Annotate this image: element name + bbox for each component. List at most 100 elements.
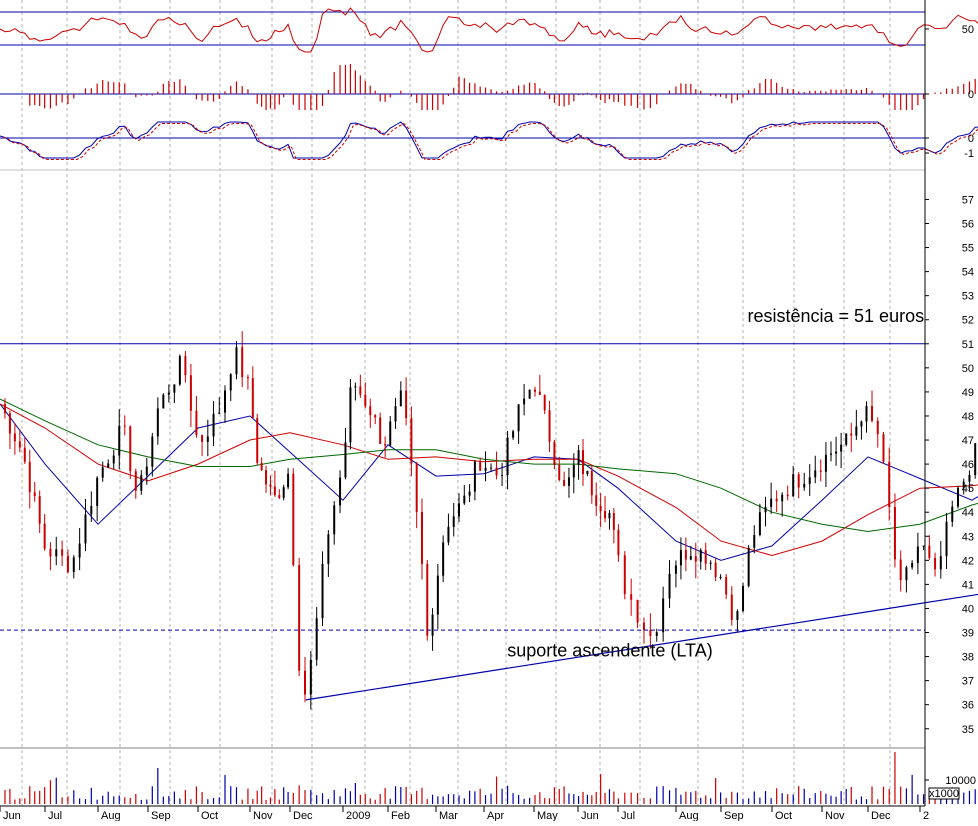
volume-bar bbox=[179, 798, 180, 804]
histogram-bar bbox=[157, 92, 158, 94]
volume-bar bbox=[830, 796, 831, 804]
histogram-bar bbox=[385, 94, 386, 102]
histogram-bar bbox=[549, 94, 550, 99]
histogram-bar bbox=[700, 91, 701, 94]
volume-bar bbox=[507, 786, 508, 804]
volume-bar bbox=[380, 794, 381, 804]
candle-down bbox=[278, 495, 280, 498]
candle-up bbox=[835, 452, 837, 454]
volume-bar bbox=[29, 786, 30, 804]
histogram-bar bbox=[416, 94, 417, 103]
candle-down bbox=[201, 435, 203, 442]
volume-bar bbox=[609, 789, 610, 804]
price-tick-label: 45 bbox=[962, 483, 974, 495]
candle-down bbox=[241, 347, 243, 377]
candle-up bbox=[840, 445, 842, 452]
price-tick-label: 55 bbox=[962, 243, 974, 255]
histogram-bar bbox=[224, 91, 225, 94]
candle-up bbox=[118, 426, 120, 456]
volume-bar bbox=[742, 799, 743, 804]
histogram-bar bbox=[380, 94, 381, 102]
histogram-bar bbox=[328, 90, 329, 94]
volume-bar bbox=[416, 791, 417, 804]
reference-lines bbox=[0, 344, 978, 700]
candle-up bbox=[102, 467, 104, 477]
candle-up bbox=[680, 550, 682, 565]
histogram-bar bbox=[923, 94, 924, 99]
candle-up bbox=[518, 404, 520, 431]
candle-up bbox=[770, 499, 772, 507]
volume-bar bbox=[163, 797, 164, 804]
volume-bar bbox=[861, 796, 862, 804]
histogram-bar bbox=[685, 84, 686, 94]
candle-up bbox=[400, 391, 402, 407]
volume-bar bbox=[474, 791, 475, 804]
oscillator-tick-label: -1 bbox=[964, 148, 974, 160]
candle-down bbox=[928, 546, 930, 558]
volume-bar bbox=[196, 786, 197, 804]
volume-bar bbox=[316, 795, 317, 804]
volume-bar bbox=[690, 792, 691, 804]
volume-bar bbox=[185, 790, 186, 804]
volume-bar bbox=[469, 791, 470, 804]
volume-bar bbox=[631, 793, 632, 804]
candle-down bbox=[265, 470, 267, 484]
histogram-bar bbox=[490, 89, 491, 94]
candle-down bbox=[643, 623, 645, 630]
histogram-bar bbox=[56, 94, 57, 106]
candle-down bbox=[416, 463, 418, 512]
candle-up bbox=[235, 347, 237, 374]
volume-bar bbox=[877, 799, 878, 804]
candle-up bbox=[73, 557, 75, 572]
volume-bar bbox=[265, 800, 266, 804]
volume-bar bbox=[650, 798, 651, 804]
volume-bar bbox=[485, 795, 486, 804]
price-tick-label: 57 bbox=[962, 194, 974, 206]
volume-bar bbox=[820, 791, 821, 804]
candle-up bbox=[79, 544, 81, 558]
price-tick-label: 43 bbox=[962, 531, 974, 543]
x-tick-label: Sep bbox=[724, 810, 744, 821]
histogram-bar bbox=[79, 93, 80, 94]
candle-down bbox=[715, 563, 717, 577]
volume-bar bbox=[600, 774, 601, 804]
histogram-bar bbox=[113, 82, 114, 94]
volume-bar bbox=[108, 792, 109, 804]
volume-bar bbox=[643, 798, 644, 804]
volume-bar bbox=[458, 795, 459, 804]
x-tick-label: Nov bbox=[253, 810, 273, 821]
candle-down bbox=[44, 524, 46, 549]
histogram-bar bbox=[841, 90, 842, 94]
histogram-bar bbox=[946, 89, 947, 94]
volume-bar bbox=[293, 793, 294, 804]
candle-up bbox=[586, 471, 588, 474]
candle-down bbox=[604, 511, 606, 518]
histogram-bar bbox=[252, 94, 253, 95]
volume-bar bbox=[390, 799, 391, 804]
candle-down bbox=[553, 442, 555, 465]
volume-bar bbox=[835, 797, 836, 804]
volume-bar bbox=[578, 796, 579, 804]
candle-up bbox=[957, 488, 959, 507]
candle-down bbox=[731, 594, 733, 620]
candle-down bbox=[705, 550, 707, 564]
histogram-bar bbox=[257, 94, 258, 104]
histogram-bar bbox=[539, 88, 540, 94]
candle-down bbox=[67, 556, 69, 572]
histogram-bar bbox=[720, 94, 721, 97]
histogram-bar bbox=[731, 94, 732, 103]
candle-down bbox=[124, 426, 126, 427]
volume-bar bbox=[573, 794, 574, 804]
volume-bar bbox=[613, 792, 614, 804]
histogram-bar bbox=[34, 94, 35, 105]
candle-up bbox=[742, 586, 744, 611]
volume-bar bbox=[9, 789, 10, 804]
histogram-bar bbox=[957, 86, 958, 94]
volume-bar bbox=[912, 775, 913, 804]
x-tick-label: Apr bbox=[487, 810, 504, 821]
candle-up bbox=[865, 406, 867, 421]
candle-up bbox=[463, 496, 465, 504]
candle-down bbox=[617, 530, 619, 555]
histogram-bar bbox=[124, 83, 125, 94]
volume-bar bbox=[39, 791, 40, 804]
